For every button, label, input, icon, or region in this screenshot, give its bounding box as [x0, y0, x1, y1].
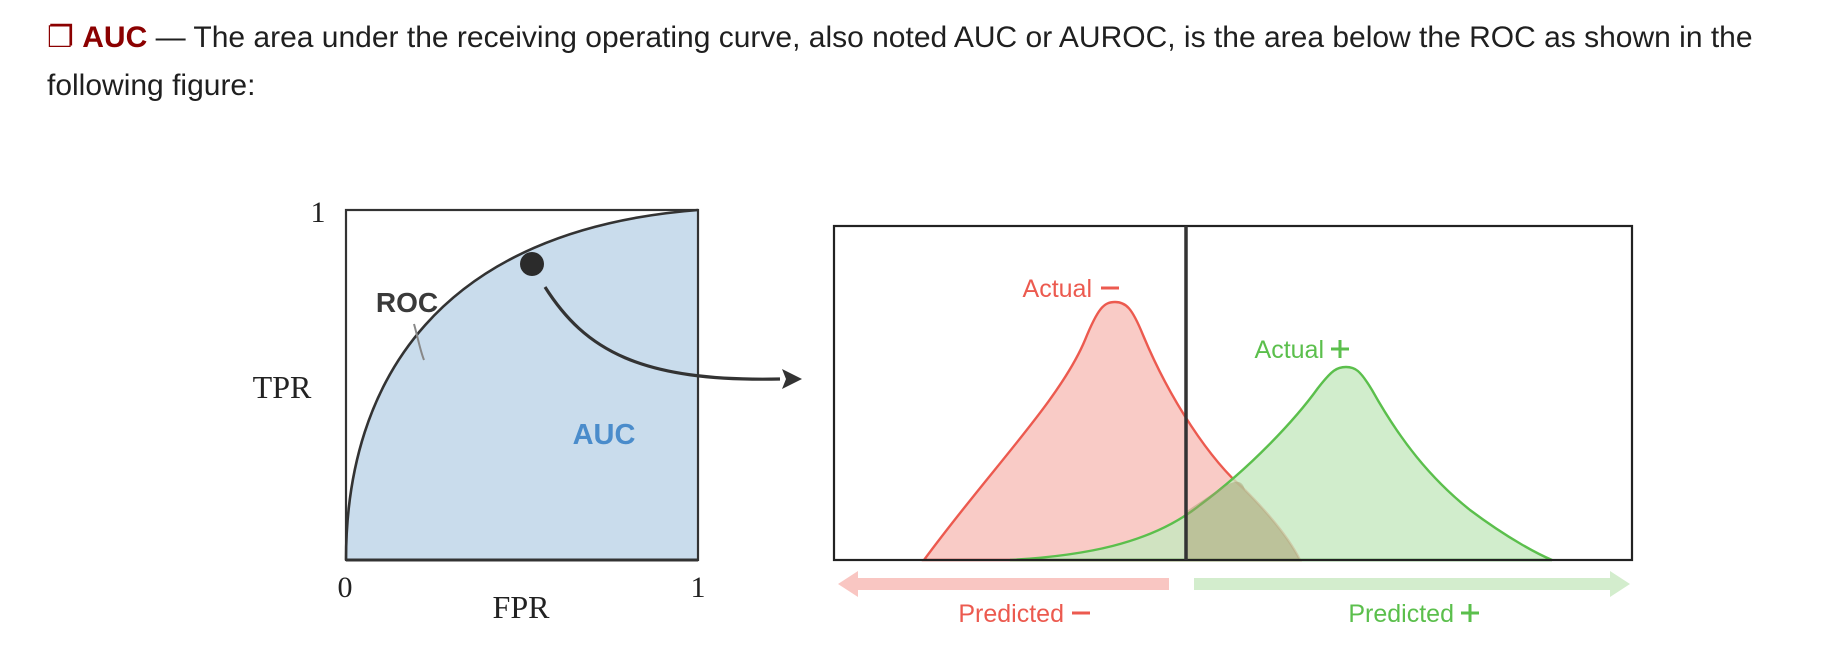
predicted-negative-label: Predicted [958, 600, 1064, 628]
threshold-arrow-head [782, 369, 802, 389]
x-axis-label: FPR [493, 589, 551, 625]
predicted-negative-arrow-body [855, 578, 1169, 590]
roc-curve [344, 208, 699, 561]
threshold-arrow [543, 286, 781, 381]
y-tick-1: 1 [311, 196, 326, 229]
distribution-frame [832, 224, 1634, 562]
roc-plot: 1 TPR 0 1 FPR ROC AUC [253, 196, 802, 625]
x-tick-1: 1 [691, 571, 706, 604]
definition-text: The area under the receiving operating c… [47, 21, 1753, 102]
origin-tick: 0 [338, 571, 353, 604]
predicted-positive-arrow-head [1610, 571, 1630, 597]
term-auc: AUC [82, 21, 148, 54]
actual-positive-label: Actual [1255, 336, 1324, 364]
predicted-negative-arrow-head [838, 571, 858, 597]
predicted-positive-label: Predicted [1348, 600, 1454, 628]
em-dash: — [155, 21, 186, 54]
checkbox-icon: ❐ [47, 21, 74, 54]
overlap-region [1185, 481, 1300, 560]
auc-label: AUC [573, 419, 636, 451]
roc-label-pointer [413, 323, 425, 361]
predicted-positive-arrow-body [1194, 578, 1614, 590]
distribution-plot: Actual Actual Predicted Predicted [832, 224, 1634, 628]
auc-definition-paragraph: ❐ AUC — The area under the receiving ope… [47, 14, 1827, 110]
auc-area [346, 210, 698, 560]
y-axis-label: TPR [253, 369, 312, 405]
operating-point [520, 252, 544, 276]
actual-negative-label: Actual [1023, 275, 1092, 303]
actual-positive-distribution [1009, 365, 1553, 562]
roc-label: ROC [376, 287, 438, 318]
